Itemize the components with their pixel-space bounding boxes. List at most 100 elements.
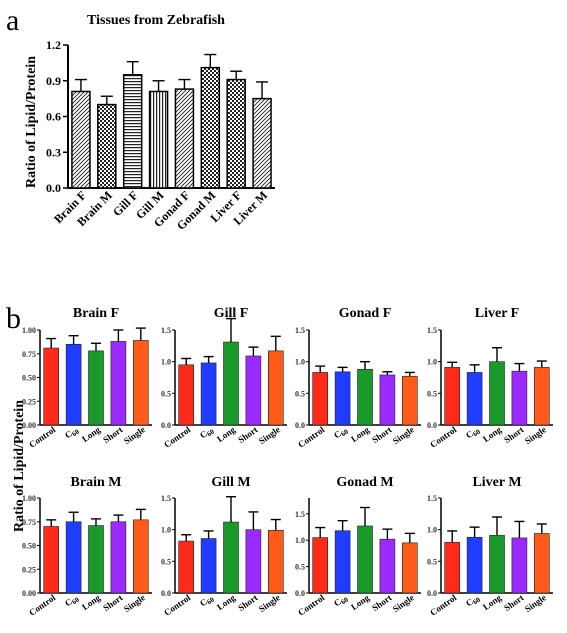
subplot-bar: [444, 542, 461, 594]
subplot-category-label: C60: [198, 424, 216, 442]
subplot-category-label: Single: [523, 592, 548, 614]
subplot-category-label: Single: [257, 592, 282, 614]
subplot-bar: [401, 375, 418, 426]
subplot-bar: [133, 340, 149, 426]
subplot-bar: [357, 368, 373, 426]
subplot-bar: [88, 350, 104, 426]
subplot-bar: [65, 343, 82, 426]
chart-a-bar: [200, 66, 221, 189]
subplot-category-label: C60: [63, 592, 81, 610]
subplot-ytick-label: 0.0: [161, 589, 171, 598]
subplot-category-label: Single: [257, 424, 282, 446]
subplot-ytick-label: 0.0: [427, 589, 437, 598]
subplot-bar: [312, 372, 329, 426]
subplot-category-label: Short: [502, 424, 525, 445]
subplot-ytick-label: 0.50: [22, 542, 36, 551]
subplot-title: Liver M: [472, 475, 521, 490]
chart-a-bar: [122, 74, 143, 189]
subplot-bar: [511, 370, 528, 426]
subplot-category-label: Long: [215, 592, 238, 612]
subplot-category-label: Single: [523, 424, 548, 446]
panel-b-letter: b: [6, 302, 21, 335]
subplot-category-label: Short: [101, 424, 124, 445]
subplot-bar: [65, 521, 82, 594]
subplot-bar: [88, 525, 104, 594]
subplot-ytick-label: 0.00: [22, 421, 36, 430]
c60-subscript: 60: [340, 595, 351, 606]
chart-a-bar: [252, 97, 272, 189]
subplot-ytick-label: 0.75: [22, 350, 36, 359]
subplot-bar: [43, 347, 60, 426]
c60-main: C: [332, 428, 343, 440]
chart-a-ytick-label: 0.6: [46, 110, 61, 124]
subplot-category-label: Single: [122, 424, 147, 446]
subplot-category-label: C60: [332, 592, 350, 610]
subplot-bar: [200, 362, 217, 426]
subplot-category-label: Long: [481, 592, 504, 612]
subplot-category-label: Single: [122, 592, 147, 614]
subplot-title: Gonad F: [339, 306, 392, 321]
subplot-bar: [133, 519, 149, 594]
c60-subscript: 60: [71, 427, 82, 438]
subplot-category-label: Short: [101, 592, 124, 613]
subplot-ytick-label: 1.0: [161, 358, 171, 367]
subplot-bar: [489, 535, 505, 594]
subplot-bar: [379, 538, 396, 594]
subplot-title: Gonad M: [336, 475, 393, 490]
subplot-ytick-label: 1.5: [295, 326, 305, 335]
subplot-ytick-label: 1.00: [22, 494, 36, 503]
subplot-category-label: C60: [332, 424, 350, 442]
subplot-bar: [489, 361, 505, 426]
chart-a-bar: [71, 90, 91, 189]
subplot-bar: [43, 526, 60, 594]
subplot-ytick-label: 0.0: [295, 421, 305, 430]
chart-a-ytick-label: 1.2: [46, 38, 61, 52]
subplot-ytick-label: 0.50: [22, 374, 36, 383]
subplot-bar: [533, 367, 550, 426]
subplot-category-label: Short: [370, 424, 393, 445]
subplot-bar: [223, 521, 239, 594]
subplot-category-label: Long: [80, 592, 103, 612]
subplot-ytick-label: 1.0: [295, 536, 305, 545]
chart-a-bar: [148, 90, 169, 189]
subplot-category-label: Single: [391, 592, 416, 614]
subplot-ytick-label: 0.5: [295, 389, 305, 398]
subplot-ytick-label: 1.00: [22, 326, 36, 335]
subplot-bar: [334, 371, 351, 426]
subplot-bar: [401, 542, 418, 594]
subplot-bar: [178, 540, 194, 594]
subplot-title: Gill M: [211, 475, 250, 490]
c60-subscript: 60: [71, 595, 82, 606]
subplot-ytick-label: 0.5: [161, 389, 171, 398]
subplot-category-label: C60: [464, 592, 482, 610]
c60-main: C: [198, 596, 209, 608]
subplot-bar: [379, 374, 396, 426]
subplot-title: Brain M: [71, 475, 122, 490]
chart-a-ytick-label: 0.3: [46, 145, 61, 159]
subplot-bar: [312, 537, 329, 594]
subplot-bar: [533, 533, 550, 594]
subplot-ytick-label: 0.00: [22, 589, 36, 598]
chart-a-ylabel: Ratio of Lipid/Protein: [24, 56, 39, 188]
subplot-category-label: Short: [370, 592, 393, 613]
subplot-ytick-label: 1.0: [427, 526, 437, 535]
panel-a-letter: a: [6, 4, 19, 37]
subplot-category-label: Short: [236, 424, 259, 445]
subplot-bar: [200, 538, 217, 594]
c60-subscript: 60: [472, 595, 483, 606]
subplot-bar: [110, 521, 127, 594]
chart-a-title: Tissues from Zebrafish: [87, 13, 225, 28]
subplot-bar: [267, 529, 284, 594]
subplot-category-label: C60: [198, 592, 216, 610]
subplot-bar: [466, 372, 483, 426]
subplot-bar: [267, 350, 284, 426]
subplot-category-label: Short: [502, 592, 525, 613]
subplot-category-label: Long: [215, 424, 238, 444]
chart-a-ytick-label: 0.9: [46, 74, 61, 88]
subplot-bar: [245, 529, 262, 594]
